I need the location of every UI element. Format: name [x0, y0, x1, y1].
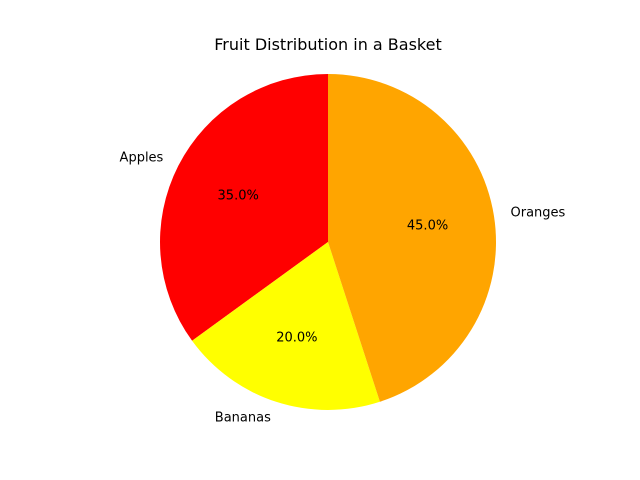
pie-labels: Apples 35.0% Bananas 20.0% Oranges 45.0%	[120, 151, 566, 426]
pie-slices	[160, 73, 497, 410]
pie-slice-bananas	[192, 242, 380, 410]
percent-label-apples: 35.0%	[218, 189, 259, 204]
slice-label-bananas: Bananas	[215, 410, 271, 425]
slice-label-apples: Apples	[120, 151, 164, 166]
pie-slice-apples	[160, 74, 328, 341]
percent-label-oranges: 45.0%	[407, 219, 448, 234]
slice-label-oranges: Oranges	[511, 206, 566, 221]
pie-slice-oranges	[328, 73, 497, 402]
percent-label-bananas: 20.0%	[276, 330, 317, 345]
chart-title: Fruit Distribution in a Basket	[214, 35, 441, 54]
